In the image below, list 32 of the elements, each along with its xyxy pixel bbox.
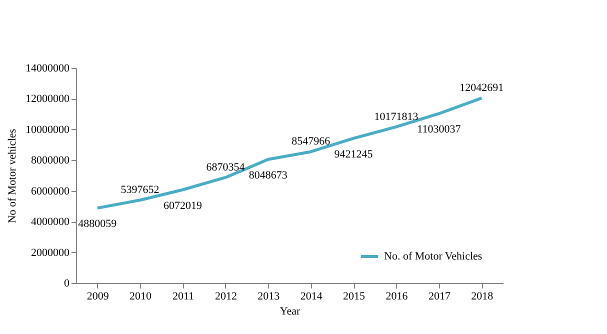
line-series — [96, 96, 484, 210]
y-tick-label: 10000000 — [26, 124, 70, 136]
x-tick-label: 2015 — [343, 290, 366, 302]
x-axis-title: Year — [280, 306, 300, 318]
data-label: 8048673 — [248, 169, 288, 182]
x-tick-label: 2016 — [386, 290, 408, 302]
y-tick-label: 2000000 — [31, 246, 70, 259]
data-label: 8547966 — [292, 136, 331, 148]
x-tick-label: 2011 — [172, 290, 194, 302]
y-tick-label: 4000000 — [31, 216, 70, 228]
x-tick-label: 2010 — [130, 290, 152, 302]
data-label: 5397652 — [120, 184, 160, 196]
data-label: 10171813 — [374, 110, 419, 123]
y-tick-label: 6000000 — [31, 185, 70, 198]
x-tick-label: 2013 — [258, 290, 280, 302]
y-tick-label: 0 — [64, 278, 70, 290]
y-tick-label: 8000000 — [31, 154, 70, 167]
y-tick-label: 12000000 — [26, 93, 70, 106]
x-tick-label: 2009 — [86, 290, 110, 302]
data-label: 4880059 — [78, 218, 118, 230]
x-tick-label: 2014 — [300, 290, 323, 302]
data-label: 6072019 — [164, 200, 202, 212]
data-label: 6870354 — [206, 161, 246, 174]
legend-label: No. of Motor Vehicles — [384, 250, 482, 262]
x-tick-label: 2017 — [428, 290, 451, 302]
x-tick-label: 2012 — [214, 290, 237, 302]
data-label: 11030037 — [417, 124, 462, 136]
data-label: 9421245 — [334, 148, 374, 160]
y-axis-title: No of Motor vehicles — [6, 128, 18, 224]
x-tick-label: 2018 — [471, 290, 494, 302]
y-tick-label: 14000000 — [26, 62, 70, 74]
data-label: 12042691 — [460, 82, 504, 94]
